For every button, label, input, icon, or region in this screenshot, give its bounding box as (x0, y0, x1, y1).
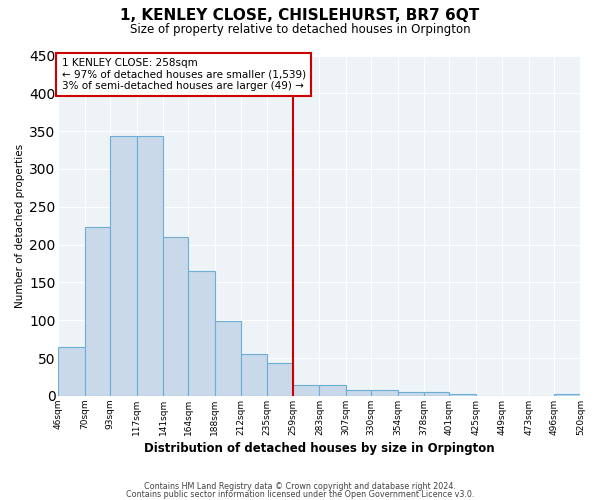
Bar (371, 390, 398, 396)
Y-axis label: Number of detached properties: Number of detached properties (15, 144, 25, 308)
Bar (58, 346, 85, 396)
Text: 1, KENLEY CLOSE, CHISLEHURST, BR7 6QT: 1, KENLEY CLOSE, CHISLEHURST, BR7 6QT (121, 8, 479, 22)
Text: Contains public sector information licensed under the Open Government Licence v3: Contains public sector information licen… (126, 490, 474, 499)
Bar (215, 321, 241, 396)
Bar (554, 394, 580, 396)
X-axis label: Distribution of detached houses by size in Orpington: Distribution of detached houses by size … (144, 442, 495, 455)
Bar (319, 384, 346, 396)
Text: 1 KENLEY CLOSE: 258sqm
← 97% of detached houses are smaller (1,539)
3% of semi-d: 1 KENLEY CLOSE: 258sqm ← 97% of detached… (62, 58, 306, 91)
Bar (163, 237, 188, 396)
Bar (398, 392, 424, 396)
Bar (241, 354, 266, 396)
Bar (266, 364, 293, 396)
Bar (110, 136, 137, 396)
Bar (137, 136, 163, 396)
Bar (346, 390, 371, 396)
Bar (293, 384, 319, 396)
Text: Size of property relative to detached houses in Orpington: Size of property relative to detached ho… (130, 22, 470, 36)
Bar (424, 392, 449, 396)
Text: Contains HM Land Registry data © Crown copyright and database right 2024.: Contains HM Land Registry data © Crown c… (144, 482, 456, 491)
Bar (449, 394, 476, 396)
Bar (188, 271, 215, 396)
Bar (85, 227, 110, 396)
